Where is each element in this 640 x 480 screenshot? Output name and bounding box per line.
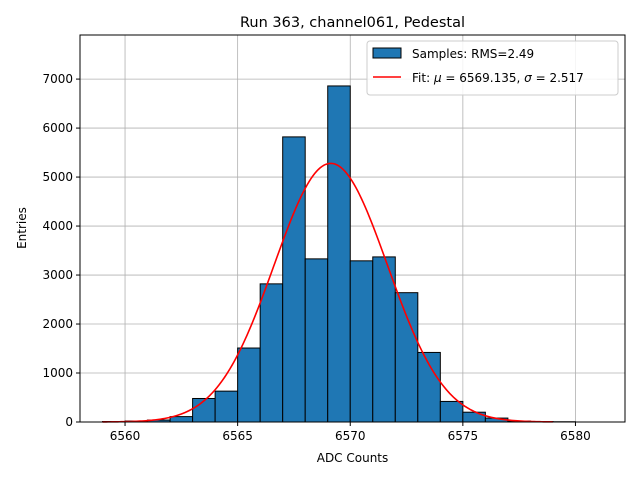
histogram-bar (462, 411, 486, 423)
chart-title: Run 363, channel061, Pedestal (240, 15, 465, 31)
plot-frame (79, 34, 626, 423)
x-axis-label: ADC Counts (317, 451, 389, 465)
x-tick-label: 6570 (335, 429, 366, 443)
fit-curve (102, 162, 553, 423)
histogram-bar (282, 136, 306, 423)
gaussian-fit (102, 162, 553, 423)
y-tick-label: 7000 (42, 72, 73, 86)
histogram-bar (304, 258, 329, 423)
legend-samples-label: Samples: RMS=2.49 (412, 47, 534, 61)
legend-sigma-symbol: σ (524, 71, 532, 85)
histogram-bar (237, 347, 261, 423)
histogram-bar (394, 292, 419, 423)
histogram-bar (372, 256, 396, 423)
y-axis-label: Entries (15, 207, 29, 249)
histogram-bar (169, 416, 194, 423)
legend-mu-symbol: μ (433, 71, 442, 85)
legend-samples-swatch (372, 47, 402, 59)
legend-fit-prefix: Fit: (412, 71, 434, 85)
legend: Samples: RMS=2.49 Fit: μ = 6569.135, σ =… (366, 40, 619, 96)
y-tick-label: 6000 (42, 121, 73, 135)
histogram-bars (102, 85, 576, 423)
histogram-bar (349, 260, 374, 423)
x-tick-label: 6565 (222, 429, 253, 443)
legend-mu-value: = 6569.135, (442, 71, 525, 85)
histogram-bar (327, 85, 351, 423)
legend-box (366, 40, 619, 96)
y-tick-label: 0 (65, 415, 73, 429)
y-tick-label: 4000 (42, 219, 73, 233)
legend-fit-label: Fit: μ = 6569.135, σ = 2.517 (412, 71, 584, 85)
x-tick-label: 6575 (448, 429, 479, 443)
histogram-bar (214, 390, 239, 423)
histogram-bar (439, 400, 464, 423)
y-tick-label: 1000 (42, 366, 73, 380)
y-tick-label: 3000 (42, 268, 73, 282)
x-tick-label: 6560 (110, 429, 141, 443)
y-tick-label: 5000 (42, 170, 73, 184)
histogram-bar (192, 397, 216, 423)
y-axis-ticks: 0 1000 2000 3000 4000 5000 6000 7000 (42, 72, 80, 429)
legend-sigma-value: = 2.517 (532, 71, 584, 85)
x-axis-ticks: 6560 6565 6570 6575 6580 (110, 422, 591, 443)
histogram-bar (259, 283, 284, 423)
y-tick-label: 2000 (42, 317, 73, 331)
x-tick-label: 6580 (560, 429, 591, 443)
